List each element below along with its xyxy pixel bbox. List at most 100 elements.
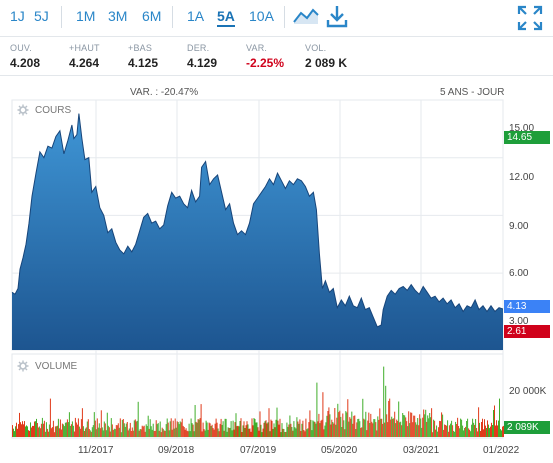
volume-bar [402,413,404,437]
volume-bar [26,425,27,437]
volume-bar [384,422,386,437]
volume-bar [464,428,466,437]
volume-bar [192,424,194,437]
volume-bar [362,398,364,437]
volume-bar [198,419,200,437]
volume-bar [356,422,358,437]
volume-bar [42,423,44,437]
volume-bar [250,431,252,437]
chart-variation: VAR. : -20.47% [130,87,199,98]
volume-bar [365,411,367,437]
volume-bar [236,426,238,437]
volume-bar [439,420,441,437]
stock-chart[interactable] [0,98,553,443]
volume-bar [241,432,243,437]
volume-bar [162,428,164,437]
volume-bar [223,430,225,437]
volume-bar [257,427,259,437]
volume-bar [225,418,227,437]
volume-bar [303,430,305,437]
volume-bar [242,425,244,437]
range-button-5a[interactable]: 5A [217,8,235,27]
volume-bar [298,423,300,437]
volume-bar [227,427,229,437]
volume-bar [82,426,84,437]
range-button-1m[interactable]: 1M [76,8,96,24]
volume-bar [185,428,187,437]
volume-bar [61,423,63,437]
volume-bar [408,411,410,437]
range-button-10a[interactable]: 10A [249,8,274,24]
volume-bar [33,425,34,437]
y-tick-label: 6.00 [509,268,529,279]
x-tick-label: 11/2017 [78,445,114,456]
volume-bar [456,424,458,437]
volume-bar [261,432,263,437]
volume-bar [55,426,57,437]
volume-bar [43,420,45,437]
gear-icon[interactable] [17,360,29,372]
price-area [12,113,503,350]
line-chart-icon[interactable] [292,4,320,28]
volume-bar [85,427,87,437]
volume-bar [460,418,462,437]
volume-bar [235,413,237,437]
volume-bar [418,425,420,437]
volume-bar [14,431,15,437]
volume-bar [490,426,491,437]
gear-icon[interactable] [17,104,29,116]
volume-bar [264,421,266,437]
volume-bar [252,425,254,437]
volume-bar [435,429,437,437]
volume-bar [105,430,107,437]
volume-bar [465,426,467,437]
volume-bar [289,415,291,437]
download-icon[interactable] [325,4,349,30]
volume-bar [124,426,126,437]
volume-bar [330,424,332,437]
volume-bar [73,431,75,437]
volume-bar [369,423,371,437]
range-button-1j[interactable]: 1J [10,8,25,24]
volume-bar [352,423,354,437]
volume-bar [420,418,422,437]
volume-bar [245,425,247,437]
volume-bar [87,419,89,437]
volume-bar [118,427,120,437]
volume-bar [228,428,230,437]
volume-bar [229,427,231,437]
volume-bar [190,418,192,437]
volume-bar [147,415,149,437]
volume-bar [49,398,51,437]
volume-bar [128,428,130,437]
volume-bar [169,421,171,437]
range-button-5j[interactable]: 5J [34,8,49,24]
volume-bar [157,423,159,437]
range-button-6m[interactable]: 6M [142,8,162,24]
volume-bar [254,419,256,437]
volume-bars [12,366,504,437]
quote-high-label: +HAUT [69,43,100,53]
quote-low: +BAS 4.125 [128,43,158,70]
volume-bar [443,429,445,437]
volume-bar [74,417,76,437]
volume-bar [213,429,215,437]
volume-bar [351,411,353,437]
volume-bar [469,429,471,437]
volume-bar [306,429,308,437]
volume-bar [476,428,478,437]
fullscreen-icon[interactable] [517,5,543,31]
range-button-3m[interactable]: 3M [108,8,128,24]
y-tick-label: 15.00 [509,123,535,134]
volume-bar [106,412,108,437]
volume-bar [383,366,385,437]
volume-bar [355,429,357,437]
volume-bar [492,425,493,437]
volume-bar [442,414,444,437]
volume-bar [375,422,377,437]
volume-bar [488,424,489,437]
range-button-1a[interactable]: 1A [187,8,205,24]
volume-bar [146,426,148,437]
volume-bar [116,425,118,437]
quote-high: +HAUT 4.264 [69,43,100,70]
